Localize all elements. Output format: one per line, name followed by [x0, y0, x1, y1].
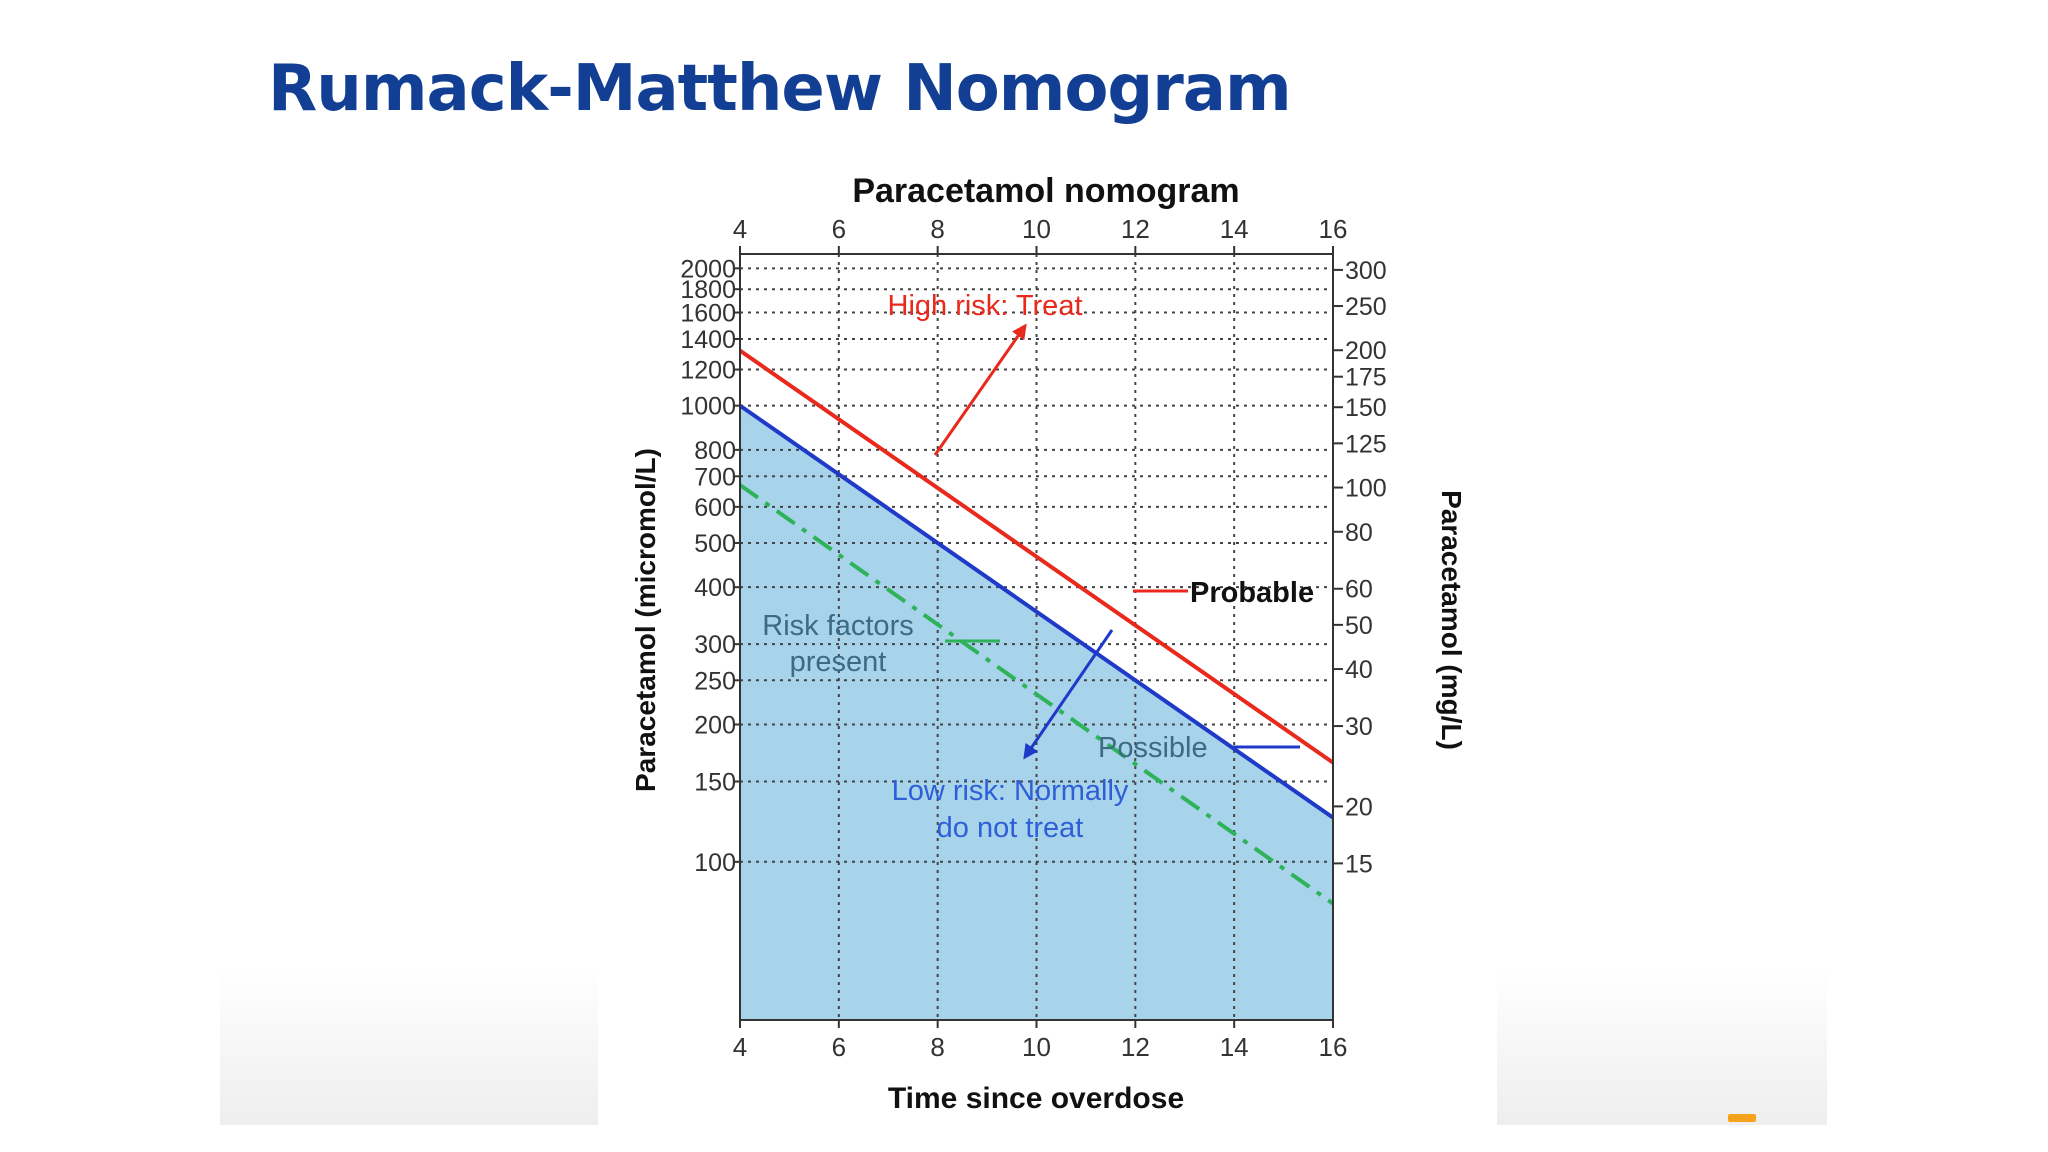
annotation-do-not-treat: do not treat	[937, 812, 1084, 844]
x-tick-label-top-6: 6	[832, 214, 846, 244]
axis-layer	[734, 246, 1343, 1028]
y-tick-label-right-300: 300	[1345, 257, 1387, 285]
decorative-gradient-left	[220, 965, 598, 1125]
y-tick-label-left-800: 800	[694, 437, 736, 465]
y-tick-label-left-1000: 1000	[680, 393, 736, 421]
series-line-probable	[738, 349, 1335, 765]
y-tick-label-left-600: 600	[694, 494, 736, 522]
annotation-probable: Probable	[1190, 577, 1314, 609]
y-tick-label-right-40: 40	[1345, 656, 1373, 684]
chart-title: Paracetamol nomogram	[852, 172, 1239, 210]
y-tick-label-right-30: 30	[1345, 713, 1373, 741]
x-tick-label-bottom-6: 6	[832, 1032, 846, 1062]
x-tick-label-top-4: 4	[733, 214, 747, 244]
y-tick-label-left-200: 200	[694, 711, 736, 739]
x-tick-label-bottom-10: 10	[1022, 1032, 1051, 1062]
x-tick-label-top-8: 8	[930, 214, 944, 244]
y-tick-label-right-150: 150	[1345, 394, 1387, 422]
y-tick-label-right-15: 15	[1345, 850, 1373, 878]
y-tick-label-left-1400: 1400	[680, 326, 736, 354]
x-tick-label-top-14: 14	[1220, 214, 1249, 244]
y-tick-label-right-250: 250	[1345, 293, 1387, 321]
decorative-gradient-right	[1497, 965, 1827, 1125]
x-axis-label: Time since overdose	[888, 1082, 1184, 1115]
accent-mark	[1728, 1114, 1756, 1122]
pointer-layer	[933, 323, 1300, 760]
y-tick-label-right-50: 50	[1345, 612, 1373, 640]
low-risk-arrow	[1023, 629, 1114, 760]
y-tick-label-left-400: 400	[694, 574, 736, 602]
series-line-possible	[738, 404, 1335, 820]
y-tick-label-left-2000: 2000	[680, 255, 736, 283]
x-tick-label-top-16: 16	[1319, 214, 1348, 244]
grid-layer	[740, 254, 1333, 1020]
y-tick-label-left-1800: 1800	[680, 276, 736, 304]
annotation-high-risk: High risk: Treat	[888, 290, 1083, 322]
slide-title: Rumack-Matthew Nomogram	[268, 52, 1292, 126]
y-axis-label-right: Paracetamol (mg/L)	[1436, 490, 1467, 750]
x-tick-label-top-12: 12	[1121, 214, 1150, 244]
annotation-possible: Possible	[1098, 732, 1208, 764]
series-layer	[738, 349, 1335, 906]
x-tick-label-bottom-8: 8	[930, 1032, 944, 1062]
y-axis-label-left: Paracetamol (micromol/L)	[630, 448, 661, 792]
y-tick-label-left-1200: 1200	[680, 357, 736, 385]
y-tick-label-left-250: 250	[694, 667, 736, 695]
x-tick-label-bottom-12: 12	[1121, 1032, 1150, 1062]
y-tick-label-right-175: 175	[1345, 364, 1387, 392]
y-tick-label-left-500: 500	[694, 530, 736, 558]
high-risk-arrow	[933, 323, 1027, 456]
annotation-risk-factors: Risk factors	[762, 610, 913, 642]
annotation-low-risk: Low risk: Normally	[892, 775, 1129, 807]
y-tick-label-left-100: 100	[694, 849, 736, 877]
series-line-risk-factors-present	[738, 483, 1335, 906]
annotation-risk-present: present	[790, 646, 887, 678]
y-tick-label-right-100: 100	[1345, 475, 1387, 503]
y-tick-label-right-20: 20	[1345, 793, 1373, 821]
y-tick-label-right-80: 80	[1345, 519, 1373, 547]
x-tick-label-top-10: 10	[1022, 214, 1051, 244]
y-tick-label-right-125: 125	[1345, 430, 1387, 458]
y-tick-label-right-60: 60	[1345, 576, 1373, 604]
y-tick-label-left-150: 150	[694, 768, 736, 796]
y-tick-label-right-200: 200	[1345, 337, 1387, 365]
x-tick-label-bottom-4: 4	[733, 1032, 747, 1062]
x-tick-label-bottom-16: 16	[1319, 1032, 1348, 1062]
y-tick-label-left-1600: 1600	[680, 300, 736, 328]
y-tick-label-left-700: 700	[694, 463, 736, 491]
y-tick-label-left-300: 300	[694, 631, 736, 659]
x-tick-label-bottom-14: 14	[1220, 1032, 1249, 1062]
